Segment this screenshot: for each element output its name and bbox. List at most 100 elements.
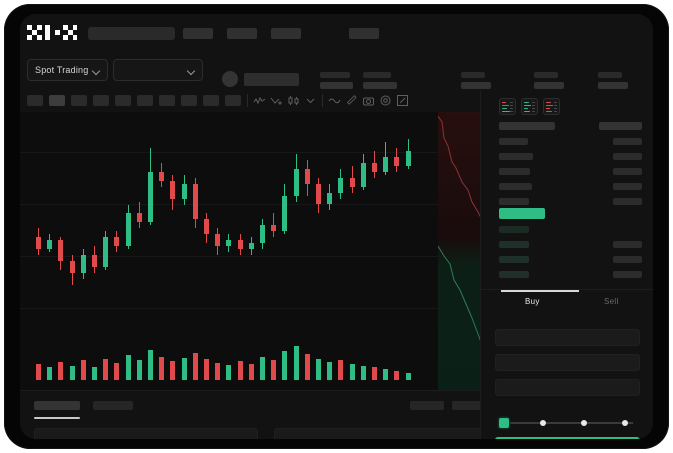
- nav-item-2[interactable]: [227, 28, 257, 39]
- okx-logo-icon[interactable]: [27, 25, 77, 41]
- pair-select[interactable]: [113, 59, 203, 81]
- candle-body: [148, 171, 153, 223]
- orderbook-ask-row[interactable]: [499, 198, 529, 205]
- orderbook-mode-asks[interactable]: [543, 98, 560, 115]
- timeframe-button-4[interactable]: [93, 95, 109, 106]
- amount-field[interactable]: [495, 379, 640, 396]
- orderbook-ask-row[interactable]: [499, 168, 530, 175]
- timeframe-button-7[interactable]: [159, 95, 175, 106]
- candle-body: [349, 177, 355, 187]
- fullscreen-icon[interactable]: [396, 94, 409, 107]
- volume-bar: [47, 367, 53, 380]
- candle-body: [58, 240, 64, 262]
- tab-sell[interactable]: Sell: [604, 297, 619, 306]
- tab-order-history[interactable]: [93, 401, 133, 410]
- nav-item-3[interactable]: [271, 28, 301, 39]
- price-chart[interactable]: [20, 112, 480, 390]
- tab-open-orders[interactable]: [34, 401, 80, 410]
- candle: [226, 112, 232, 312]
- orderbook-panel: Buy Sell: [480, 90, 653, 439]
- indicator-icon[interactable]: [253, 94, 266, 107]
- bottom-field-left[interactable]: [34, 428, 258, 439]
- tab-buy[interactable]: Buy: [525, 297, 540, 306]
- trading-mode-dropdown[interactable]: Spot Trading: [27, 59, 109, 81]
- timeframe-button-6[interactable]: [137, 95, 153, 106]
- mode-bar: [510, 110, 513, 112]
- candlestick-icon[interactable]: [287, 94, 300, 107]
- coin-avatar: [222, 71, 238, 87]
- timeframe-button-10[interactable]: [225, 95, 241, 106]
- mode-bar: [554, 110, 557, 112]
- nav-item-1[interactable]: [183, 28, 213, 39]
- ruler-icon[interactable]: [345, 94, 358, 107]
- candle-body: [405, 150, 411, 166]
- trade-form-tabs: Buy Sell: [481, 289, 653, 314]
- candle-body: [260, 225, 265, 244]
- line-chart-icon[interactable]: [270, 94, 283, 107]
- orderbook-ask-amount: [613, 183, 642, 190]
- candle: [170, 112, 176, 312]
- chart-gridline: [20, 204, 480, 205]
- candle: [338, 112, 344, 312]
- candle-body: [237, 240, 243, 250]
- candle: [36, 112, 42, 312]
- camera-icon[interactable]: [362, 94, 375, 107]
- volume-bar: [181, 357, 187, 380]
- orderbook-ask-row[interactable]: [499, 153, 533, 160]
- candle-body: [372, 162, 377, 172]
- stat-24h-change: [320, 72, 353, 89]
- orderbook-header-amount: [599, 122, 642, 130]
- timeframe-button-9[interactable]: [203, 95, 219, 106]
- step-2[interactable]: [540, 420, 546, 426]
- timeframe-button-1[interactable]: [27, 95, 43, 106]
- settings-icon[interactable]: [379, 94, 392, 107]
- order-type-field[interactable]: [495, 329, 640, 346]
- active-tab-underline: [501, 290, 579, 292]
- orderbook-ask-row[interactable]: [499, 183, 532, 190]
- step-4[interactable]: [622, 420, 628, 426]
- step-1-active[interactable]: [499, 418, 509, 428]
- candle: [181, 112, 188, 312]
- candle-body: [226, 240, 232, 247]
- volume-bar: [192, 353, 198, 380]
- volume-bar: [349, 363, 355, 380]
- orderbook-bid-amount: [613, 241, 642, 248]
- mode-bar: [502, 110, 510, 112]
- orderbook-mode-both[interactable]: [499, 98, 516, 115]
- volume-bar: [36, 363, 41, 380]
- chevron-down-icon[interactable]: [304, 94, 317, 107]
- step-3[interactable]: [581, 420, 587, 426]
- orderbook-bid-row[interactable]: [499, 256, 529, 263]
- steps-track: [505, 422, 633, 424]
- bottom-action-1[interactable]: [410, 401, 444, 410]
- nav-item-4[interactable]: [349, 28, 379, 39]
- orderbook-bid-row[interactable]: [499, 241, 529, 248]
- candle-body: [215, 234, 221, 247]
- bottom-action-2[interactable]: [452, 401, 486, 410]
- timeframe-button-3[interactable]: [71, 95, 87, 106]
- mode-bar: [524, 107, 528, 109]
- orderbook-bid-row[interactable]: [499, 226, 529, 233]
- price-field[interactable]: [495, 354, 640, 371]
- timeframe-button-5[interactable]: [115, 95, 131, 106]
- global-search-input[interactable]: [88, 27, 175, 40]
- orderbook-ask-row[interactable]: [499, 138, 528, 145]
- wave-icon[interactable]: [328, 94, 341, 107]
- stat-label: [598, 72, 622, 78]
- volume-bar: [125, 354, 131, 380]
- volume-bar: [293, 346, 299, 380]
- stat-24h-volume: [534, 72, 564, 89]
- candle: [383, 112, 389, 312]
- stat-value: [320, 82, 353, 89]
- timeframe-button-2[interactable]: [49, 95, 65, 106]
- orderbook-mode-bids[interactable]: [521, 98, 538, 115]
- candle: [372, 112, 378, 312]
- bottom-field-right[interactable]: [274, 428, 496, 439]
- pair-name-label: [244, 73, 299, 86]
- orderbook-bid-row[interactable]: [499, 271, 529, 278]
- volume-bar: [215, 363, 221, 380]
- submit-order-button[interactable]: [495, 437, 640, 439]
- timeframe-button-8[interactable]: [181, 95, 197, 106]
- candle-body: [316, 183, 321, 205]
- candle: [405, 112, 412, 312]
